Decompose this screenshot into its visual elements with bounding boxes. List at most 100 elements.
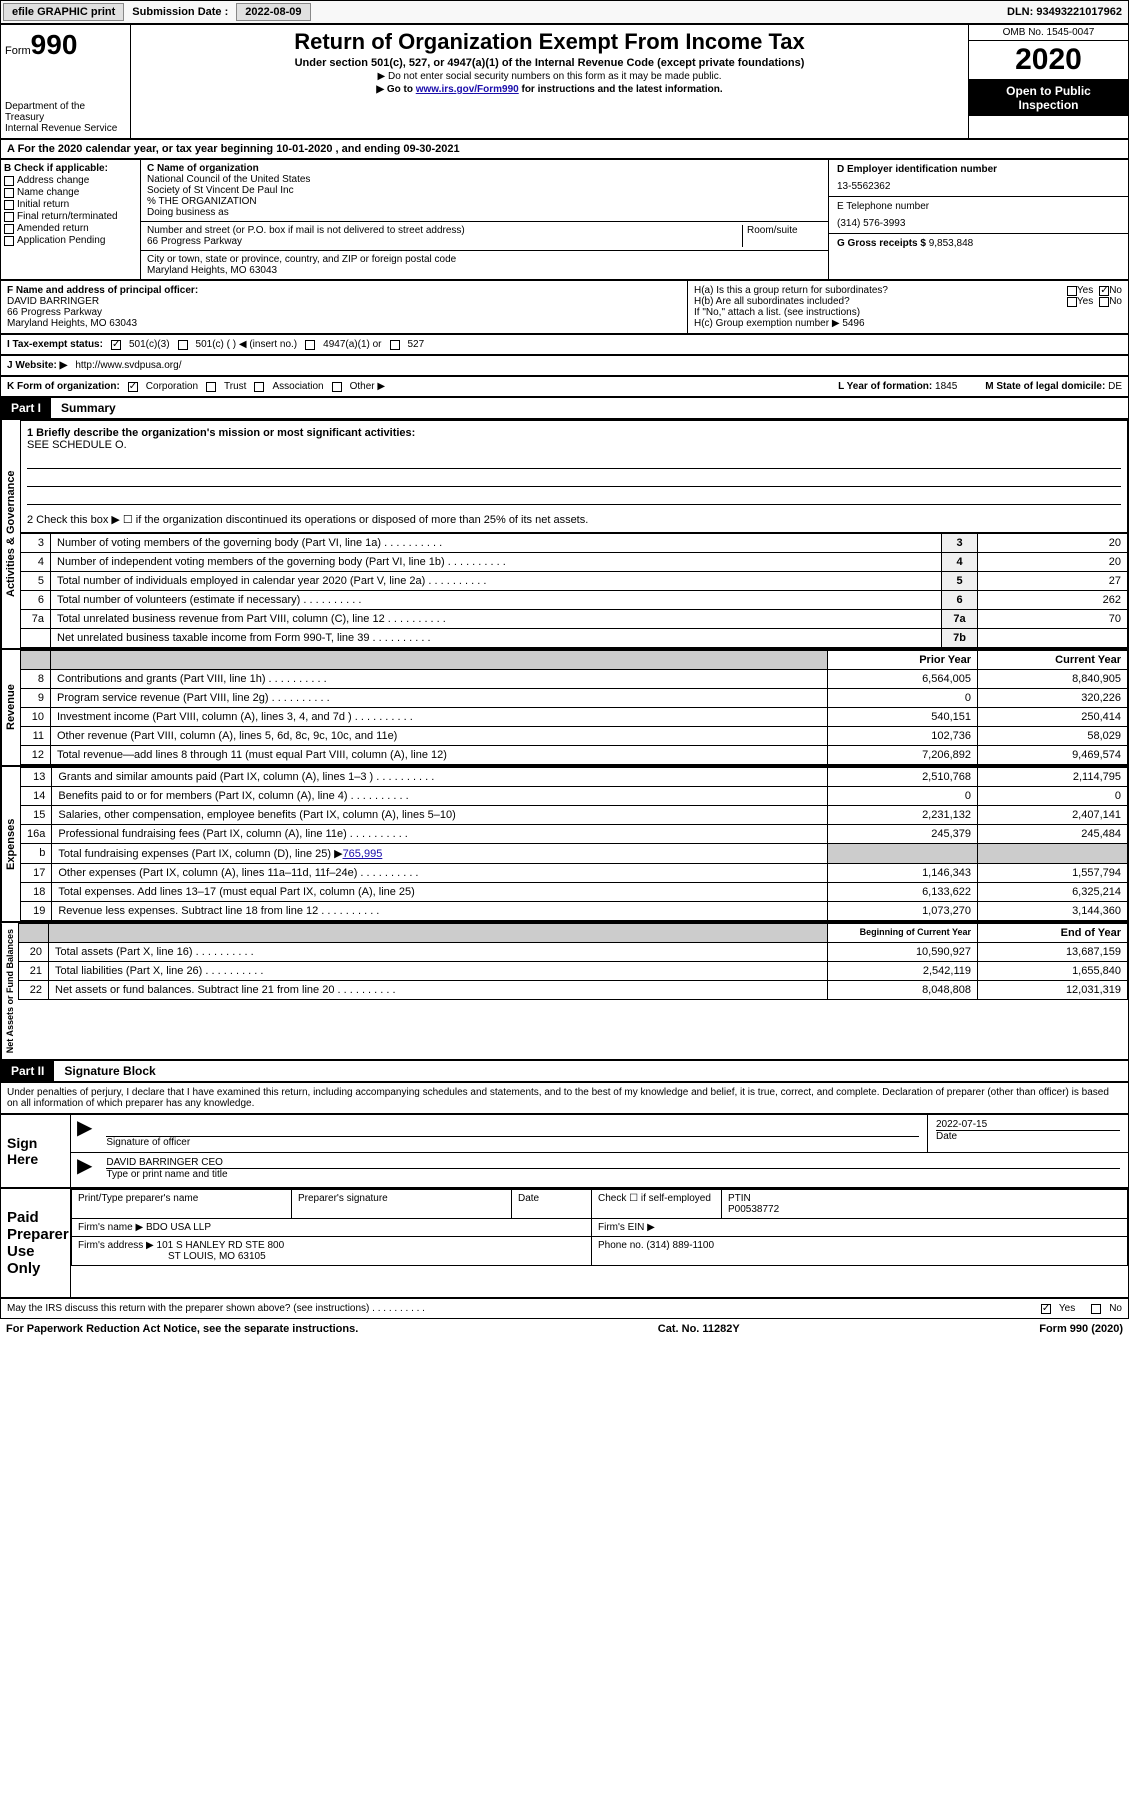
p18: 6,133,622: [828, 883, 978, 902]
revenue-table: Prior YearCurrent Year 8Contributions an…: [20, 650, 1128, 765]
efile-button[interactable]: efile GRAPHIC print: [3, 3, 124, 21]
lbl-final-return: Final return/terminated: [17, 211, 118, 222]
discuss-row: May the IRS discuss this return with the…: [0, 1298, 1129, 1319]
c10: 250,414: [978, 708, 1128, 727]
room-label: Room/suite: [742, 225, 822, 247]
prep-print-label: Print/Type preparer's name: [72, 1190, 292, 1219]
c12: 9,469,574: [978, 746, 1128, 765]
hb-yes-chk[interactable]: [1067, 297, 1077, 307]
l16a: Professional fundraising fees (Part IX, …: [52, 825, 828, 844]
firm-name: BDO USA LLP: [146, 1222, 211, 1233]
part1-badge: Part I: [1, 398, 51, 418]
section-d-label: D Employer identification number: [837, 164, 1120, 175]
p16a: 245,379: [828, 825, 978, 844]
firm-addr-label: Firm's address ▶: [78, 1240, 154, 1251]
p10: 540,151: [828, 708, 978, 727]
section-j: J Website: ▶ http://www.svdpusa.org/: [0, 355, 1129, 376]
v6: 262: [978, 591, 1128, 610]
form-number: 990: [31, 29, 78, 60]
name-title-label: Type or print name and title: [106, 1169, 1120, 1180]
l-label: L Year of formation:: [838, 381, 932, 392]
chk-assoc[interactable]: [254, 382, 264, 392]
note2-post: for instructions and the latest informat…: [519, 84, 723, 95]
open-public-2: Inspection: [1018, 98, 1078, 112]
b20: 10,590,927: [828, 943, 978, 962]
chk-final-return[interactable]: [4, 212, 14, 222]
l-value: 1845: [935, 381, 957, 392]
ptin-value: P00538772: [728, 1204, 1121, 1215]
lbl-address-change: Address change: [17, 175, 89, 186]
l3-text: Number of voting members of the governin…: [51, 534, 942, 553]
street-value: 66 Progress Parkway: [147, 236, 742, 247]
firm-addr2: ST LOUIS, MO 63105: [168, 1251, 266, 1262]
chk-501c3[interactable]: [111, 340, 121, 350]
org-name-1: National Council of the United States: [147, 174, 822, 185]
ha-yes-chk[interactable]: [1067, 286, 1077, 296]
gross-receipts: 9,853,848: [929, 238, 974, 249]
l16b-val[interactable]: 765,995: [343, 848, 383, 860]
p14: 0: [828, 787, 978, 806]
l8: Contributions and grants (Part VIII, lin…: [51, 670, 828, 689]
discuss-yes-chk[interactable]: [1041, 1304, 1051, 1314]
l13: Grants and similar amounts paid (Part IX…: [52, 768, 828, 787]
hb-no-chk[interactable]: [1099, 297, 1109, 307]
discuss-no-chk[interactable]: [1091, 1304, 1101, 1314]
l7b-text: Net unrelated business taxable income fr…: [51, 629, 942, 648]
l4-text: Number of independent voting members of …: [51, 553, 942, 572]
chk-trust[interactable]: [206, 382, 216, 392]
l6-text: Total number of volunteers (estimate if …: [51, 591, 942, 610]
p19: 1,073,270: [828, 902, 978, 921]
ha-label: H(a) Is this a group return for subordin…: [694, 285, 1067, 296]
part1-title: Summary: [51, 401, 116, 415]
section-g-label: G Gross receipts $: [837, 238, 926, 249]
chk-amended[interactable]: [4, 224, 14, 234]
lbl-pending: Application Pending: [17, 235, 105, 246]
revenue-block: Revenue Prior YearCurrent Year 8Contribu…: [0, 649, 1129, 766]
opt-501c3: 501(c)(3): [129, 339, 170, 350]
chk-initial-return[interactable]: [4, 200, 14, 210]
ein-value: 13-5562362: [837, 181, 1120, 192]
v7b: [978, 629, 1128, 648]
c17: 1,557,794: [978, 864, 1128, 883]
note2-pre: ▶ Go to: [376, 84, 415, 95]
l5-text: Total number of individuals employed in …: [51, 572, 942, 591]
lbl-name-change: Name change: [17, 187, 79, 198]
ha-no-chk[interactable]: [1099, 286, 1109, 296]
p9: 0: [828, 689, 978, 708]
revenue-label: Revenue: [1, 650, 20, 765]
chk-527[interactable]: [390, 340, 400, 350]
p11: 102,736: [828, 727, 978, 746]
preparer-block: Paid Preparer Use Only Print/Type prepar…: [0, 1188, 1129, 1298]
l11: Other revenue (Part VIII, column (A), li…: [51, 727, 828, 746]
dln-value: 93493221017962: [1036, 6, 1122, 18]
p12: 7,206,892: [828, 746, 978, 765]
netassets-block: Net Assets or Fund Balances Beginning of…: [0, 922, 1129, 1060]
chk-other[interactable]: [332, 382, 342, 392]
chk-corp[interactable]: [128, 382, 138, 392]
chk-address-change[interactable]: [4, 176, 14, 186]
chk-pending[interactable]: [4, 236, 14, 246]
prep-date-label: Date: [512, 1190, 592, 1219]
sign-block: Sign Here ▶ Signature of officer 2022-07…: [0, 1114, 1129, 1188]
tax-year: 2020: [969, 41, 1128, 80]
mission-a: SEE SCHEDULE O.: [27, 439, 1121, 451]
m-value: DE: [1108, 381, 1122, 392]
irs-link[interactable]: www.irs.gov/Form990: [416, 84, 519, 95]
ha-yes: Yes: [1077, 285, 1093, 296]
k-label: K Form of organization:: [7, 381, 120, 392]
chk-501c[interactable]: [178, 340, 188, 350]
top-bar: efile GRAPHIC print Submission Date : 20…: [0, 0, 1129, 24]
chk-name-change[interactable]: [4, 188, 14, 198]
footer: For Paperwork Reduction Act Notice, see …: [0, 1319, 1129, 1339]
c19: 3,144,360: [978, 902, 1128, 921]
firm-ein-label: Firm's EIN ▶: [592, 1219, 1128, 1237]
p15: 2,231,132: [828, 806, 978, 825]
prep-phone-label: Phone no.: [598, 1240, 644, 1251]
end-hdr: End of Year: [978, 924, 1128, 943]
expenses-block: Expenses 13Grants and similar amounts pa…: [0, 766, 1129, 922]
form-title: Return of Organization Exempt From Incom…: [139, 29, 960, 55]
l7a-text: Total unrelated business revenue from Pa…: [51, 610, 942, 629]
chk-4947[interactable]: [305, 340, 315, 350]
l10: Investment income (Part VIII, column (A)…: [51, 708, 828, 727]
e22: 12,031,319: [978, 981, 1128, 1000]
